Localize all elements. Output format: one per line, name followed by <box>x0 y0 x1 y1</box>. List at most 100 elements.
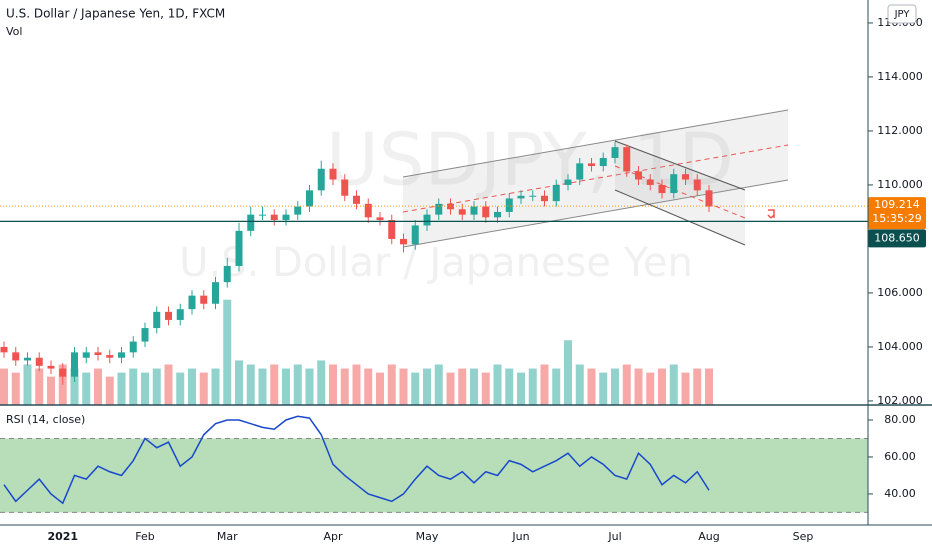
candle-body <box>529 195 537 197</box>
x-tick-label: Feb <box>135 530 154 543</box>
volume-bar <box>352 364 361 405</box>
candle-body <box>599 157 607 167</box>
volume-bar <box>199 372 208 405</box>
volume-bar <box>658 368 666 405</box>
volume-bar <box>599 372 608 405</box>
volume-bar <box>528 368 537 405</box>
volume-bar <box>575 364 584 405</box>
channel-line <box>402 179 789 248</box>
candle-body <box>670 174 678 194</box>
volume-bar <box>246 364 255 405</box>
volume-bar <box>35 368 44 405</box>
candle-body <box>47 365 55 369</box>
candle-body <box>376 217 384 221</box>
candle-body <box>705 190 713 207</box>
candle-body <box>564 179 572 185</box>
candle-body <box>223 265 231 283</box>
volume-bar <box>458 368 467 405</box>
candle-body <box>12 352 20 361</box>
currency-badge[interactable] <box>887 4 917 24</box>
candle-body <box>482 206 490 218</box>
rsi-band <box>0 438 868 513</box>
volume-bar <box>622 364 631 405</box>
channel-line <box>614 140 746 191</box>
volume-bar <box>293 364 302 405</box>
candle-body <box>552 184 560 202</box>
volume-bar <box>105 376 114 405</box>
x-tick-label: Sep <box>793 530 814 543</box>
y-tick-label: 110.000 <box>877 178 923 191</box>
candle-body <box>470 206 478 215</box>
volume-bar <box>505 368 514 405</box>
volume-bar <box>646 372 655 405</box>
volume-bar <box>152 368 161 405</box>
rsi-line <box>3 415 710 505</box>
volume-bar <box>564 340 572 405</box>
candle-body <box>423 214 431 226</box>
y-tick-label: 60.00 <box>884 450 916 463</box>
volume-label: Vol <box>6 25 22 38</box>
candle-body <box>294 206 302 215</box>
volume-bar <box>0 368 8 405</box>
volume-bar <box>305 368 314 405</box>
volume-bar <box>540 364 549 405</box>
volume-bar <box>235 360 243 405</box>
x-tick-label: Jul <box>607 530 621 543</box>
volume-bar <box>23 364 32 405</box>
candle-body <box>165 311 172 320</box>
candle-body <box>35 357 43 366</box>
candle-body <box>317 168 325 191</box>
candle-body <box>353 195 360 204</box>
candle-body <box>329 168 337 180</box>
chart-title: U.S. Dollar / Japanese Yen, 1D, FXCM <box>6 7 225 21</box>
volume-bar <box>481 372 490 405</box>
candle-body <box>341 179 349 196</box>
volume-bar <box>164 364 173 405</box>
x-tick-label: Mar <box>217 530 238 543</box>
volume-bar <box>470 368 478 405</box>
volume-bar <box>188 368 196 405</box>
candle-body <box>576 163 584 180</box>
y-tick-label: 80.00 <box>884 413 916 426</box>
volume-bar <box>587 368 596 405</box>
candle-body <box>623 147 631 172</box>
x-tick-label: Jun <box>511 530 529 543</box>
volume-bar <box>70 368 79 405</box>
volume-bar <box>634 368 643 405</box>
y-tick-label: 104.000 <box>877 340 923 353</box>
volume-bar <box>141 372 149 405</box>
candle-body <box>458 209 466 215</box>
volume-bar <box>611 368 619 405</box>
volume-bar <box>681 372 690 405</box>
candle-body <box>306 190 313 207</box>
volume-bar <box>211 368 220 405</box>
volume-bar <box>705 368 713 405</box>
candle-body <box>494 211 501 218</box>
rsi-title: RSI (14, close) <box>6 413 85 426</box>
volume-bar <box>223 299 232 405</box>
candle-body <box>118 352 125 358</box>
watermark-subtitle: U.S. Dollar / Japanese Yen <box>179 240 693 286</box>
volume-bar <box>669 364 678 405</box>
candle-body <box>153 311 161 329</box>
volume-bar <box>258 368 267 405</box>
candle-body <box>435 203 443 215</box>
y-tick-label: 102.000 <box>877 394 923 407</box>
volume-bar <box>411 372 420 405</box>
currency-label: JPY <box>894 9 911 20</box>
volume-bar <box>376 372 384 405</box>
candle-body <box>59 368 67 377</box>
channel-line <box>614 189 746 246</box>
volume-bar <box>446 372 455 405</box>
candle-body <box>247 214 255 231</box>
candle-body <box>517 195 525 199</box>
candle-body <box>188 295 196 310</box>
candle-body <box>235 230 243 266</box>
candle-body <box>505 198 513 212</box>
volume-bar <box>176 372 185 405</box>
x-tick-label: Aug <box>698 530 719 543</box>
channel-fill <box>615 141 745 245</box>
y-tick-label: 112.000 <box>877 124 923 137</box>
candle-body <box>270 214 278 221</box>
